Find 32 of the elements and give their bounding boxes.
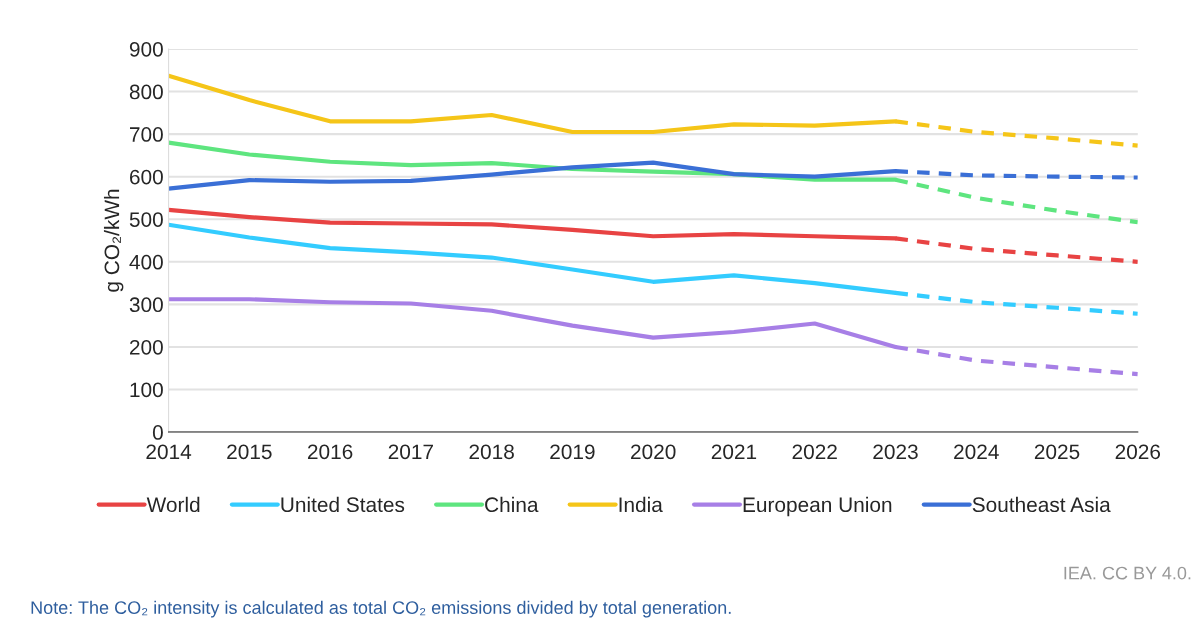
legend-label: India (619, 496, 663, 513)
legend-label: Southeast Asia (972, 496, 1111, 513)
y-tick-label: 0 (152, 425, 163, 440)
legend-label: European Union (743, 496, 892, 517)
text: IEA. CC BY 4.0. (1064, 566, 1191, 580)
x-tick-label: 2020 (631, 444, 676, 460)
x-tick-label: 2023 (873, 444, 918, 460)
x-tick-label: 2021 (711, 444, 757, 460)
x-tick-label: 2025 (1034, 444, 1080, 460)
y-tick-label: 800 (129, 84, 163, 100)
y-tick-label: 300 (129, 297, 163, 313)
x-tick-label: 2017 (388, 444, 433, 460)
x-tick-label: 2015 (227, 444, 272, 460)
legend-label: World (146, 496, 200, 513)
x-tick-label: 2014 (146, 444, 192, 460)
x-tick-label: 2016 (307, 444, 353, 460)
x-tick-label: 2024 (954, 444, 999, 460)
y-tick-label: 500 (129, 212, 163, 227)
y-tick-label: 700 (130, 127, 163, 142)
y-axis-title: g CO₂/kWh (103, 189, 124, 292)
y-tick-label: 200 (129, 339, 163, 355)
legend-label: China (485, 496, 539, 513)
x-tick-label: 2018 (469, 444, 514, 460)
x-tick-label: 2019 (550, 444, 595, 460)
y-tick-label: 600 (130, 169, 163, 185)
y-tick-label: 900 (129, 41, 163, 57)
y-tick-label: 100 (130, 382, 163, 398)
text: Note: The CO₂ intensity is calculated as total CO₂ emissions divided by total generation. (31, 600, 731, 618)
x-tick-label: 2022 (792, 444, 837, 460)
legend-label: United States (281, 496, 405, 513)
x-tick-label: 2026 (1115, 444, 1161, 460)
y-tick-label: 400 (129, 254, 163, 270)
